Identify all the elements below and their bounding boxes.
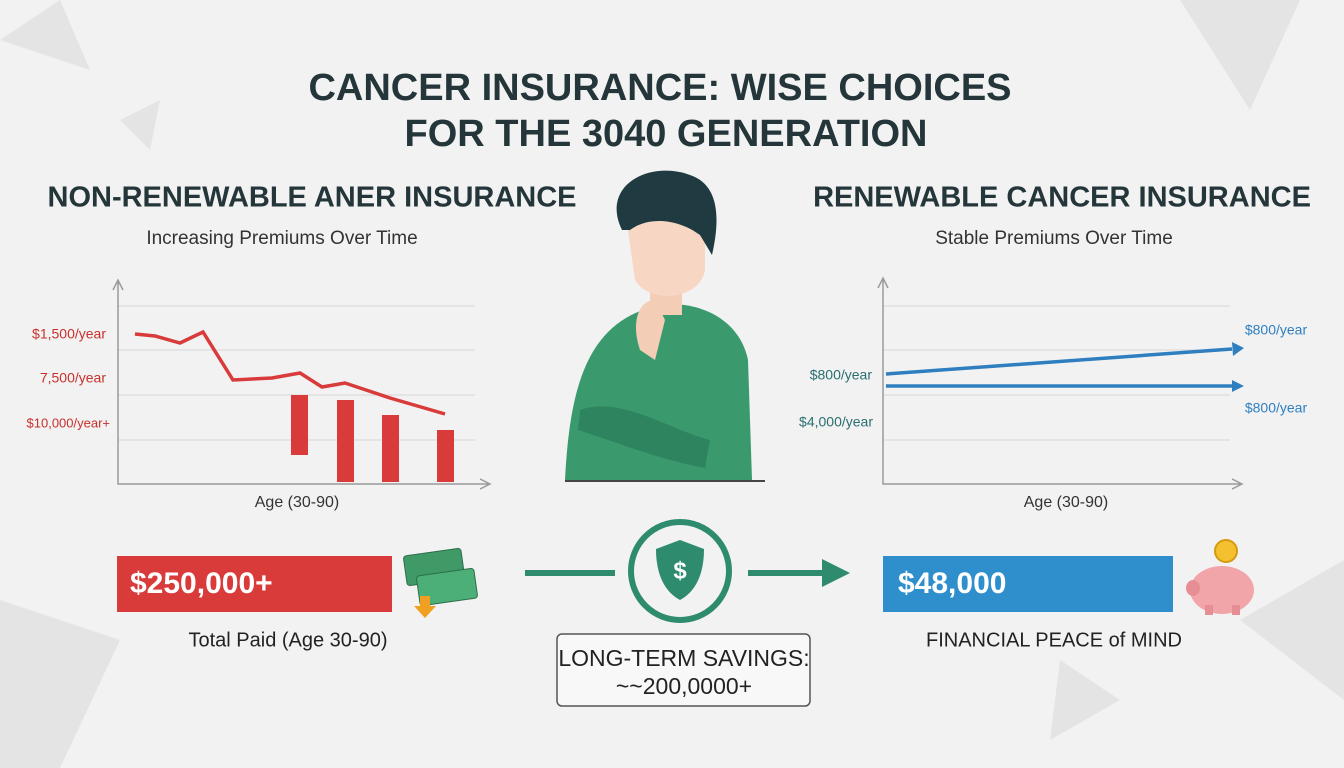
left-heading: NON-RENEWABLE ANER INSURANCE xyxy=(48,182,577,214)
pig-body xyxy=(1190,566,1254,614)
arm xyxy=(578,406,710,468)
right-subtitle: Stable Premiums Over Time xyxy=(935,228,1173,249)
total-bar xyxy=(883,556,1173,612)
arrow-head xyxy=(1232,380,1244,392)
bg-shape xyxy=(0,0,90,70)
coin xyxy=(1214,539,1238,563)
end-label: $800/year xyxy=(1245,322,1308,338)
savings-box xyxy=(556,633,811,707)
total-bar xyxy=(117,556,392,612)
bars xyxy=(291,395,454,482)
pig-leg xyxy=(1232,605,1240,615)
right-chart: $800/year $4,000/year $800/year $800/yea… xyxy=(799,276,1308,511)
bar xyxy=(291,395,308,455)
left-subtitle: Increasing Premiums Over Time xyxy=(146,228,417,249)
axes xyxy=(112,278,492,490)
right-caption: FINANCIAL PEACE of MIND xyxy=(926,629,1182,651)
premium-line xyxy=(134,329,446,416)
x-label: Age (30-90) xyxy=(255,494,340,511)
premium-line xyxy=(885,347,1233,376)
bar xyxy=(437,430,454,482)
y-label: $4,000/year xyxy=(799,414,873,430)
savings-line: ~~200,0000+ xyxy=(616,673,752,699)
bar xyxy=(337,400,354,482)
total-value: $250,000+ xyxy=(130,567,273,600)
shield xyxy=(656,540,704,600)
bg-shape xyxy=(1050,660,1120,740)
bg-shape xyxy=(1240,560,1344,700)
left-caption: Total Paid (Age 30-90) xyxy=(188,629,387,651)
y-label: $10,000/year+ xyxy=(27,415,110,430)
hair xyxy=(616,170,717,255)
savings-line: LONG-TERM SAVINGS: xyxy=(558,645,809,671)
person xyxy=(565,170,765,482)
hand xyxy=(635,300,665,360)
bg-shape xyxy=(120,100,160,150)
arrow-head xyxy=(1232,342,1244,356)
end-label: $800/year xyxy=(1245,400,1308,416)
y-label: $800/year xyxy=(810,367,873,383)
pig-snout xyxy=(1186,580,1200,596)
arrow-head xyxy=(822,559,850,587)
y-label: 7,500/year xyxy=(40,370,106,386)
savings-circle xyxy=(628,519,732,623)
title-line: CANCER INSURANCE: WISE CHOICES xyxy=(308,67,1011,109)
left-chart: $1,500/year 7,500/year $10,000/year+ Age… xyxy=(27,278,492,511)
bg-shape xyxy=(0,600,120,768)
pig-leg xyxy=(1205,605,1213,615)
total-value: $48,000 xyxy=(898,567,1006,600)
down-arrow xyxy=(414,596,436,618)
title-line: FOR THE 3040 GENERATION xyxy=(405,113,928,155)
dollar-sign: $ xyxy=(673,557,687,584)
bill xyxy=(416,567,478,607)
money-icon xyxy=(403,547,478,618)
y-label: $1,500/year xyxy=(32,326,106,342)
bar xyxy=(382,415,399,482)
bg-shape xyxy=(1180,0,1300,110)
x-label: Age (30-90) xyxy=(1024,494,1109,511)
axes xyxy=(877,276,1244,490)
right-heading: RENEWABLE CANCER INSURANCE xyxy=(813,182,1311,214)
piggy-icon xyxy=(1186,539,1254,615)
